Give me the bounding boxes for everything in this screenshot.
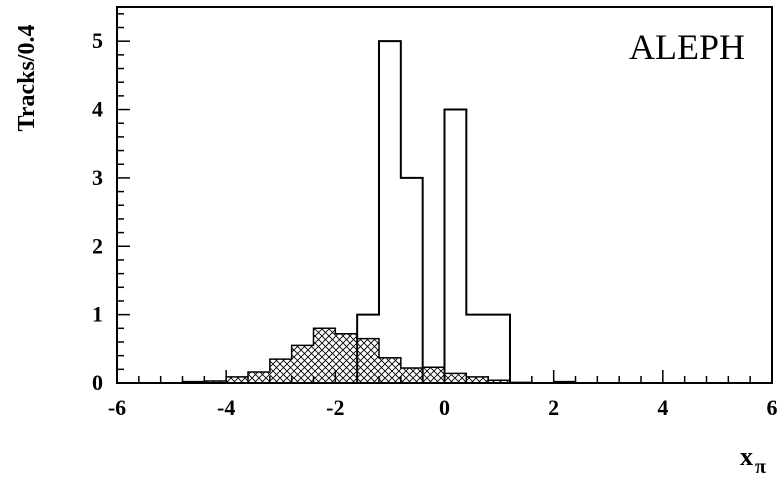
- hatched-bin-9: [379, 357, 401, 383]
- hatched-bin-5: [291, 345, 314, 383]
- open-histogram-outline: [356, 40, 511, 384]
- open-bin-1: [379, 41, 401, 383]
- open-bin-2: [401, 178, 423, 383]
- x-tick-label: -2: [326, 395, 344, 420]
- open-bin-5: [466, 315, 488, 383]
- x-axis-ticks: -6 -4 -2 0 2 4 6: [108, 370, 778, 420]
- hatched-bin-8: [357, 338, 379, 383]
- y-tick-label: 5: [92, 28, 103, 53]
- hatched-bin-2: [226, 376, 248, 383]
- open-bin-6: [488, 315, 510, 383]
- x-tick-label: -6: [108, 395, 126, 420]
- hatched-bin-10: [400, 367, 423, 383]
- y-tick-label: 2: [92, 233, 103, 258]
- hatched-bin-12: [444, 373, 467, 383]
- x-tick-label: 0: [439, 395, 450, 420]
- hatched-histogram-layer: [181, 327, 598, 384]
- x-tick-label: 4: [657, 395, 668, 420]
- open-histogram-layer: [356, 40, 511, 384]
- open-bin-4: [445, 110, 467, 383]
- hatched-bin-6: [313, 328, 336, 383]
- x-tick-label: 6: [767, 395, 778, 420]
- y-axis-title: Tracks/0.4: [14, 25, 40, 132]
- hatched-bin-1: [204, 380, 227, 383]
- hatched-bin-7: [335, 333, 358, 383]
- y-tick-label: 4: [92, 97, 103, 122]
- hatched-bin-13: [466, 376, 489, 383]
- x-axis-title-main: x: [740, 442, 753, 471]
- hatched-bin-11: [422, 367, 445, 383]
- y-tick-label: 0: [92, 370, 103, 395]
- y-axis-ticks: 0 1 2 3 4 5: [92, 13, 130, 395]
- x-tick-label: 2: [548, 395, 559, 420]
- y-tick-label: 3: [92, 165, 103, 190]
- x-axis-title-subscript: π: [755, 456, 766, 478]
- hatched-bin-4: [269, 359, 292, 383]
- hatched-bin-3: [248, 372, 270, 383]
- hatched-bin-14: [488, 380, 510, 383]
- experiment-label: ALEPH: [629, 27, 745, 67]
- x-tick-label: -4: [217, 395, 235, 420]
- y-tick-label: 1: [92, 302, 103, 327]
